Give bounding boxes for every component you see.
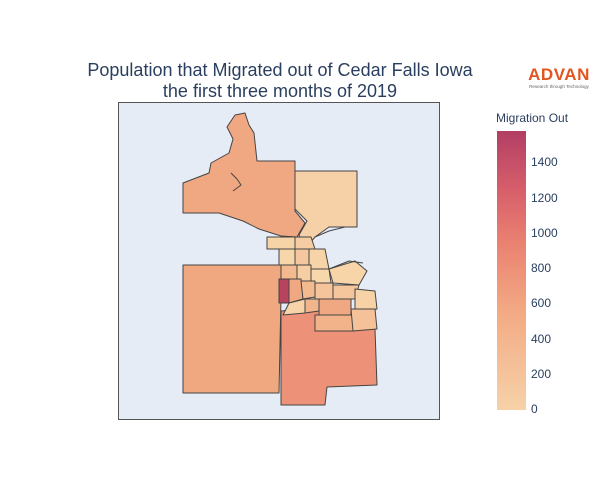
colorbar-tick-1200: 1200 [531,191,558,205]
map-region-central-1[interactable] [266,236,296,250]
colorbar-tick-1400: 1400 [531,155,558,169]
map-region-west-large[interactable] [182,264,282,394]
map-region-downtown-hotspot[interactable] [278,278,290,304]
map-region-east-4[interactable] [350,308,378,332]
chart-title: Population that Migrated out of Cedar Fa… [0,60,560,102]
chart-title-line-2: the first three months of 2019 [162,81,398,101]
colorbar-tick-200: 200 [531,367,552,381]
map-region-mid-6[interactable] [314,314,354,332]
map-region-central-5[interactable] [308,248,330,270]
map-region-mid-5[interactable] [318,298,352,316]
colorbar-title: Migration Out [496,111,569,125]
map-region-mid-4[interactable] [304,298,320,314]
map-river-line [230,172,364,270]
colorbar-tick-400: 400 [531,332,552,346]
choropleth-map[interactable] [118,102,440,420]
map-region-central-3[interactable] [278,248,296,266]
map-region-east-3[interactable] [354,288,378,314]
advan-logo-wordmark: ADVAN [528,65,590,84]
advan-logo-tagline: Research through Technology [529,84,589,89]
map-region-north-arm[interactable] [182,112,306,238]
colorbar-tick-600: 600 [531,296,552,310]
map-region-central-2[interactable] [294,236,316,250]
map-region-east-1[interactable] [328,260,368,286]
map-region-central-4[interactable] [294,248,310,266]
colorbar-gradient [497,131,526,410]
map-region-mid-2[interactable] [314,282,334,300]
colorbar-tick-800: 800 [531,261,552,275]
advan-logo: ADVAN Research through Technology [528,66,590,90]
map-svg[interactable] [119,103,440,420]
map-region-mid-1[interactable] [300,280,316,300]
map-region-central-6[interactable] [280,264,298,280]
colorbar-tick-1000: 1000 [531,226,558,240]
chart-title-line-1: Population that Migrated out of Cedar Fa… [87,60,473,80]
colorbar-tick-0: 0 [531,402,538,416]
